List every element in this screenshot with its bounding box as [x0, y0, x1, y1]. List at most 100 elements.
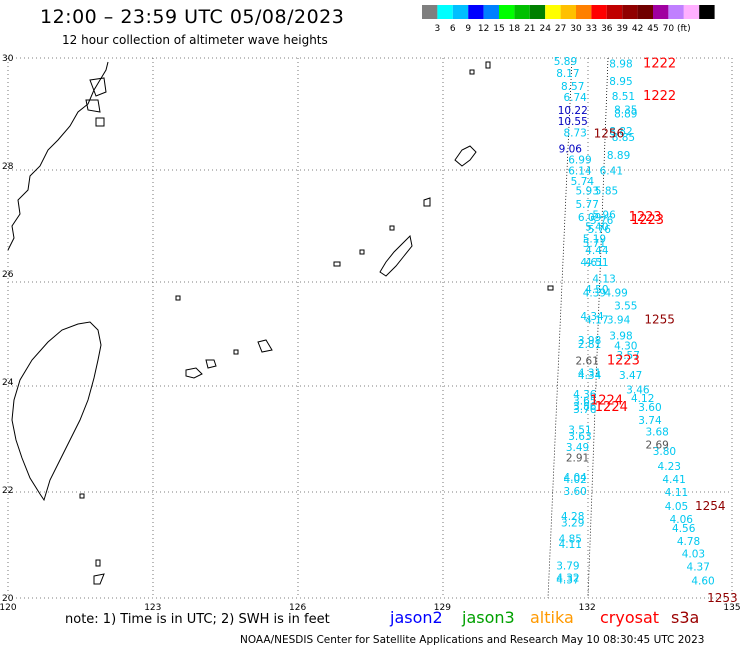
wave-height-value: 8.89: [614, 109, 637, 121]
colorbar-swatch: [683, 5, 700, 19]
wave-height-value: 3.51: [568, 425, 591, 437]
wave-height-value: 8.95: [609, 76, 632, 88]
wave-height-value: 3.63: [568, 431, 591, 443]
colorbar-swatch: [437, 5, 453, 19]
wave-height-value: 5.93: [576, 185, 599, 197]
wave-height-value: 5.71: [583, 238, 606, 250]
wave-height-value: 4.06: [670, 514, 694, 526]
wave-height-value: 2.81: [578, 339, 601, 351]
wave-height-value: 3.57: [617, 350, 640, 362]
wave-height-value: 8.17: [556, 68, 579, 80]
wave-height-value: 3.76: [573, 404, 597, 416]
yaeyama-islands: [185, 339, 273, 379]
okinawa-island: [379, 234, 413, 277]
pass-time-label: 1255: [644, 312, 675, 326]
satellite-jason2: jason2: [390, 608, 443, 627]
wave-height-value: 6.09: [578, 212, 601, 224]
colorbar-swatch: [637, 5, 653, 19]
pass-time-label: 1224: [590, 393, 623, 408]
wave-height-value: 4.11: [665, 487, 688, 499]
wave-height-colorbar: 3 6 9 12 15 18 21 24 27 30 33 36 39 42 45 70 (ft): [422, 5, 715, 34]
wave-height-value: 6.74: [563, 92, 587, 104]
latitude-label: 20: [2, 594, 14, 604]
note-text: note: 1) Time is in UTC; 2) SWH is in fe…: [65, 612, 330, 627]
satellite-cryosat: cryosat: [600, 608, 660, 627]
wave-height-value: 4.02: [563, 474, 586, 486]
colorbar-swatch: [668, 5, 684, 19]
map-subtitle: 12 hour collection of altimeter wave hei…: [62, 33, 328, 47]
small-islands: [175, 61, 554, 301]
wave-height-value: 4.30: [614, 340, 637, 352]
colorbar-swatch: [591, 5, 607, 19]
wave-height-value: 4.60: [691, 576, 714, 588]
wave-height-value: 4.31: [578, 367, 601, 379]
wave-height-value: 3.98: [609, 331, 632, 343]
wave-height-value: 5.77: [576, 199, 599, 211]
wave-height-value: 4.34: [580, 311, 604, 323]
wave-height-value: 3.49: [566, 442, 589, 454]
colorbar-label: 30: [570, 24, 582, 34]
pass-time-label: 1224: [595, 400, 628, 415]
coastline: [7, 61, 554, 585]
grid-lines: [7, 57, 733, 599]
wave-height-value: 4.12: [631, 393, 654, 405]
wave-height-value: 4.23: [658, 461, 681, 473]
latitude-label: 28: [2, 162, 14, 172]
wave-height-value: 5.40: [585, 221, 608, 233]
wave-height-value: 4.17: [585, 314, 608, 326]
taiwan-coastline: [11, 321, 102, 502]
wave-height-value: 4.51: [585, 257, 608, 269]
colorbar-swatch: [622, 5, 638, 19]
latitude-label: 26: [2, 270, 14, 280]
wave-height-value: 3.86: [573, 401, 597, 413]
wave-height-value: 6.41: [600, 165, 623, 177]
colorbar-swatch: [576, 5, 592, 19]
wave-height-value: 5.89: [554, 56, 577, 68]
pass-time-label: 1222: [643, 89, 676, 104]
colorbar-label: 15: [493, 24, 504, 34]
colorbar-label: 70: [663, 24, 675, 34]
credit-text: NOAA/NESDIS Center for Satellite Applica…: [240, 634, 705, 646]
wave-height-value: 5.74: [571, 176, 595, 188]
longitude-label: 132: [579, 603, 596, 613]
latitude-label: 22: [2, 486, 13, 496]
pass-time-label: 1223: [629, 210, 662, 225]
pass-time-label: 1254: [695, 499, 726, 513]
colorbar-label: 18: [509, 24, 521, 34]
latitude-label: 24: [2, 378, 14, 388]
wave-height-value: 8.89: [607, 150, 630, 162]
colorbar-label: 24: [539, 24, 551, 34]
wave-height-value: 3.29: [561, 517, 584, 529]
colorbar-swatch: [699, 5, 715, 19]
wave-height-value: 4.05: [665, 501, 688, 513]
satellite-altika: altika: [530, 608, 574, 627]
wave-height-value: 4.34: [578, 370, 602, 382]
wave-height-value: 5.96: [592, 210, 616, 222]
wave-height-value: 6.14: [568, 165, 592, 177]
colorbar-label: 42: [632, 24, 643, 34]
wave-height-value: 4.36: [573, 389, 597, 401]
wave-height-value: 3.60: [638, 402, 661, 414]
map-title: 12:00 – 23:59 UTC 05/08/2023: [40, 6, 345, 28]
pass-time-label: 1223: [631, 213, 664, 228]
wave-height-value: 4.37: [556, 575, 579, 587]
satellite-jason3: jason3: [462, 608, 515, 627]
colorbar-label: 39: [616, 24, 628, 34]
wave-height-value: 4.99: [604, 287, 627, 299]
zhoushan-islands: [85, 77, 107, 127]
wave-height-value: 4.13: [592, 273, 615, 285]
amami-island: [454, 145, 477, 167]
satellite-tracks: [547, 57, 609, 599]
colorbar-swatch: [514, 5, 530, 19]
colorbar-swatch: [560, 5, 576, 19]
wave-height-value: 5.76: [590, 215, 614, 227]
wave-height-value: 4.04: [563, 472, 587, 484]
wave-height-value: 10.55: [558, 116, 588, 128]
longitude-label: 120: [0, 603, 17, 613]
wave-height-value: 8.35: [614, 104, 637, 116]
wave-height-value: 8.82: [609, 126, 632, 138]
wave-height-value: 4.39: [583, 287, 606, 299]
colorbar-label: 36: [601, 24, 613, 34]
colorbar-label: 21: [524, 24, 535, 34]
